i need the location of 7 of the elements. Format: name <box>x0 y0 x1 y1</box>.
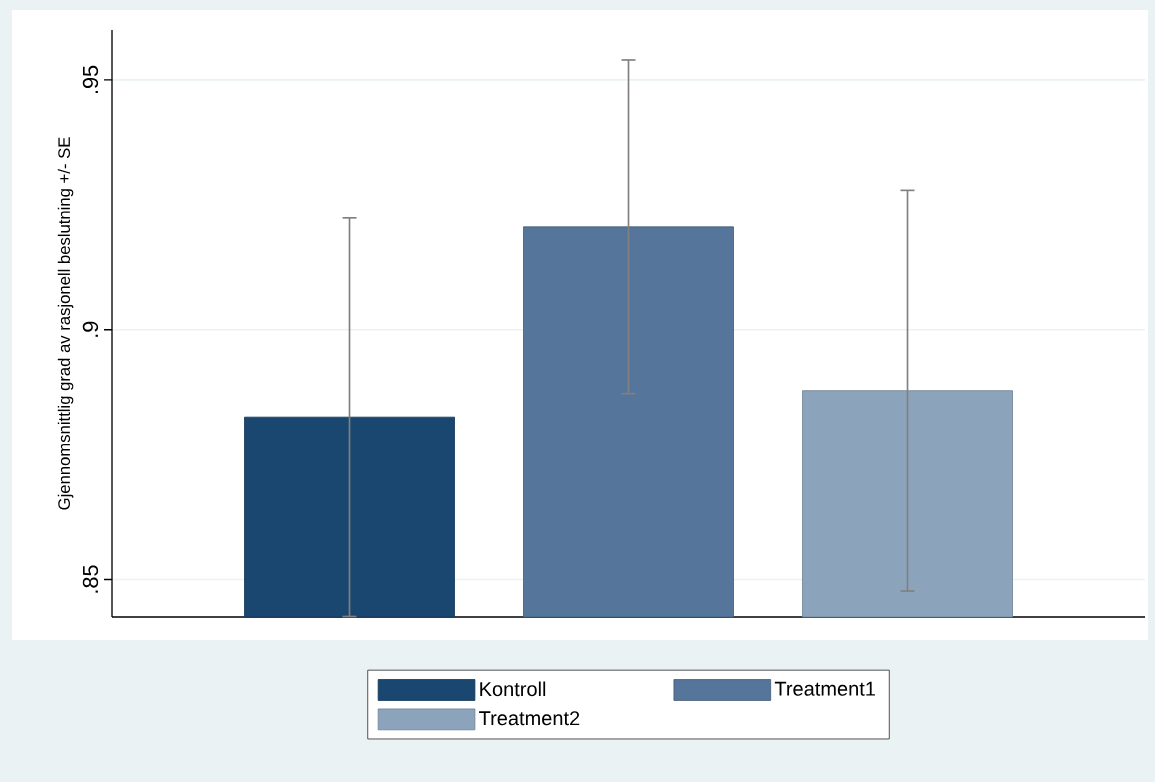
y-axis-title: Gjennomsnittlig grad av rasjonell beslutning +/- SE <box>57 137 74 510</box>
y-tick-label: .95 <box>82 65 99 94</box>
legend-label: Kontroll <box>480 681 546 697</box>
y-tick-label: .85 <box>82 565 99 593</box>
y-tick-label: .9 <box>82 321 99 337</box>
legend-label: Treatment1 <box>774 681 875 696</box>
legend-label: Treatment2 <box>479 711 580 726</box>
